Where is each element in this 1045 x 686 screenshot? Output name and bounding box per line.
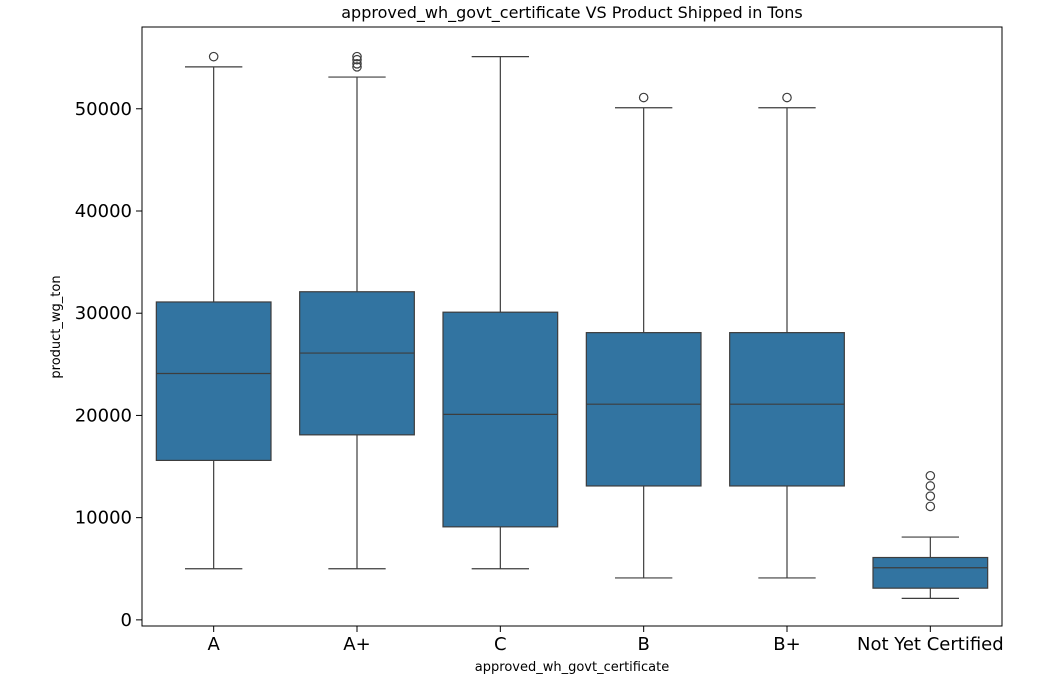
iqr-box xyxy=(585,332,702,487)
outlier-point xyxy=(925,470,936,481)
x-tick-label: A+ xyxy=(343,634,370,655)
plot-frame xyxy=(141,26,1003,627)
box-group xyxy=(299,51,415,570)
iqr-box xyxy=(442,311,559,528)
x-tick-label: C xyxy=(494,634,507,655)
x-tick-label: B xyxy=(637,634,649,655)
box-group xyxy=(585,92,702,579)
outlier-point xyxy=(782,92,792,103)
iqr-box xyxy=(729,332,845,487)
y-tick-label: 50000 xyxy=(75,99,132,120)
x-axis-label: approved_wh_govt_certificate xyxy=(475,660,669,675)
outlier-point xyxy=(638,92,649,103)
box-group xyxy=(155,51,272,570)
y-tick-label: 20000 xyxy=(75,405,132,426)
outlier-point xyxy=(208,51,219,62)
iqr-box xyxy=(299,291,415,436)
y-axis-label: product_wg_ton xyxy=(49,275,64,378)
chart-title: approved_wh_govt_certificate VS Product … xyxy=(341,3,803,23)
iqr-box xyxy=(155,301,272,462)
y-tick-label: 0 xyxy=(121,610,132,631)
y-tick-label: 40000 xyxy=(75,201,132,222)
x-tick-label: A xyxy=(208,634,221,655)
outlier-point xyxy=(925,501,936,512)
box-group xyxy=(729,92,845,579)
box-group xyxy=(872,470,989,600)
y-tick-label: 30000 xyxy=(75,303,132,324)
chart-marks xyxy=(155,51,989,600)
x-tick-label: Not Yet Certified xyxy=(857,634,1004,655)
x-axis-ticks: A A+ C B B+ Not Yet Certified xyxy=(208,626,1004,655)
outlier-point xyxy=(352,51,362,62)
box-group xyxy=(442,56,559,570)
y-axis-ticks: 0 10000 20000 30000 40000 50000 xyxy=(75,99,142,631)
y-tick-label: 10000 xyxy=(75,508,132,529)
outlier-point xyxy=(352,62,362,72)
outlier-point xyxy=(352,54,362,65)
outlier-point xyxy=(925,491,936,501)
iqr-box xyxy=(872,556,989,589)
outlier-point xyxy=(925,481,936,491)
x-tick-label: B+ xyxy=(773,634,800,655)
outlier-point xyxy=(352,58,362,69)
